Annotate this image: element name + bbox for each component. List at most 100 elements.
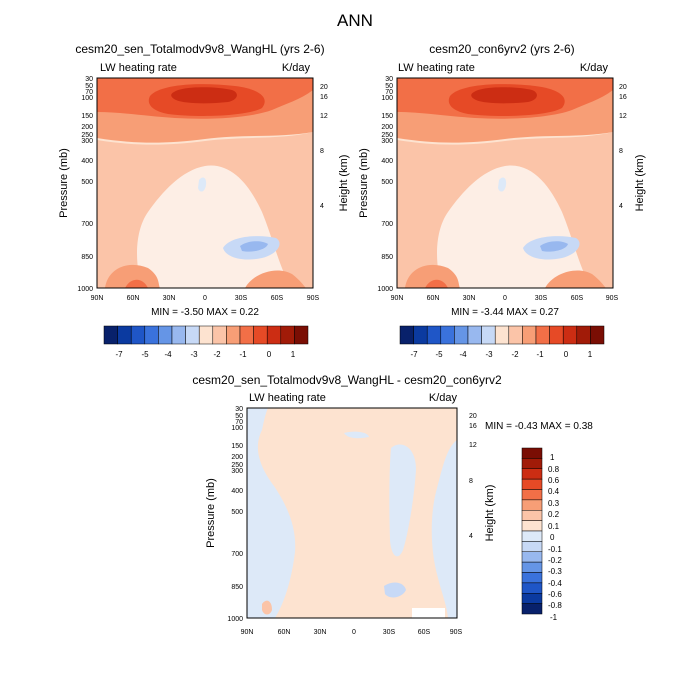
contour-negative-bottom [384, 582, 406, 598]
figure-title: ANN [337, 11, 373, 30]
colorbar-swatch [521, 478, 543, 490]
y-tick-label: 50 [385, 83, 393, 90]
y-tick-label: 200 [81, 124, 93, 131]
colorbar-swatch [253, 325, 268, 345]
panel-3-height-axis: 20 16 12 8 4 [469, 413, 477, 540]
panel-3-contour-field [247, 408, 457, 618]
panel-1-title: cesm20_sen_Totalmodv9v8_WangHL (yrs 2-6) [75, 42, 324, 56]
y-tick-label: 70 [85, 89, 93, 96]
colorbar-swatch [144, 325, 159, 345]
colorbar-label: -5 [435, 350, 443, 359]
colorbar-label: -2 [511, 350, 519, 359]
panel-2-title: cesm20_con6yrv2 (yrs 2-6) [429, 42, 574, 56]
colorbar-label: -0.1 [548, 545, 562, 554]
colorbar-swatch [521, 468, 543, 480]
x-tick-label: 90S [606, 295, 619, 302]
y-tick-label: 700 [231, 551, 243, 558]
panel-2-y2-axis-label: Height (km) [634, 155, 646, 212]
panel-2-contour-field [397, 78, 613, 288]
colorbar-swatch [521, 541, 543, 553]
colorbar-swatch [494, 325, 510, 345]
panel-2-colorbar-swatches [399, 325, 605, 345]
y-tick-label: 500 [231, 509, 243, 516]
colorbar-swatch [239, 325, 254, 345]
colorbar-label: 0 [550, 533, 555, 542]
colorbar-swatch [576, 325, 591, 345]
colorbar-label: -4 [164, 350, 172, 359]
y-tick-label: 30 [85, 76, 93, 83]
y-tick-label: 150 [231, 443, 243, 450]
contour-bottom-left-core [125, 279, 148, 288]
contour-negative-left [247, 408, 262, 470]
panel-3-colorbar-swatches [521, 447, 543, 615]
contour-tropical-min [498, 177, 507, 192]
colorbar-label: 0.4 [548, 487, 560, 496]
y-tick-label: 50 [85, 83, 93, 90]
colorbar-swatch [158, 325, 173, 345]
panel-3-colorbar: 1 0.8 0.6 0.4 0.3 0.2 0.1 0 -0.1 -0.2 -0… [521, 447, 562, 622]
colorbar-swatch [440, 325, 455, 345]
x-tick-label: 30S [535, 295, 548, 302]
y-tick-label: 700 [381, 221, 393, 228]
panel-3-min-max: MIN = -0.43 MAX = 0.38 [485, 421, 593, 432]
contour-bottom-left-core [425, 279, 448, 288]
colorbar-swatch [280, 325, 295, 345]
colorbar-swatch [521, 530, 543, 542]
panel-2-colorbar: -7 -5 -4 -3 -2 -1 0 1 [399, 325, 605, 359]
panel-3-variable-label: LW heating rate [249, 392, 326, 404]
y-tick-label: 300 [231, 468, 243, 475]
colorbar-label: 0 [267, 350, 272, 359]
y-tick-label: 150 [381, 113, 393, 120]
y-tick-label: 250 [231, 462, 243, 469]
colorbar-label: -0.4 [548, 579, 562, 588]
colorbar-swatch [521, 561, 543, 573]
x-tick-label: 90N [391, 295, 404, 302]
y-tick-label: 850 [231, 584, 243, 591]
panel-2-y-axis-label: Pressure (mb) [358, 148, 370, 218]
colorbar-label: 0.1 [548, 522, 560, 531]
contour-core-cooling [171, 87, 237, 104]
y-tick-label: 30 [385, 76, 393, 83]
colorbar-swatch [117, 325, 132, 345]
y-tick-label: 400 [231, 488, 243, 495]
colorbar-label: -7 [410, 350, 418, 359]
x-tick-label: 0 [203, 295, 207, 302]
panel-1-contour-field [97, 78, 313, 288]
height-tick-label: 12 [469, 442, 477, 449]
x-tick-label: 0 [503, 295, 507, 302]
panel-3-frame [246, 407, 458, 619]
colorbar-swatch [549, 325, 564, 345]
y-tick-label: 400 [381, 158, 393, 165]
panel-1-latitude-axis: 90N 60N 30N 0 30S 60S 90S [91, 295, 320, 302]
colorbar-swatch [522, 325, 537, 345]
contour-negative-core [240, 241, 268, 252]
panel-1-y-axis-label: Pressure (mb) [58, 148, 70, 218]
colorbar-swatch [467, 325, 482, 345]
y-tick-label: 100 [381, 95, 393, 102]
x-tick-label: 60S [418, 629, 431, 636]
colorbar-label: 0.8 [548, 465, 560, 474]
panel-2-frame [396, 77, 614, 289]
y-tick-label: 850 [81, 254, 93, 261]
y-tick-label: 200 [231, 454, 243, 461]
y-tick-label: 30 [235, 406, 243, 413]
y-tick-label: 100 [231, 425, 243, 432]
height-tick-label: 20 [469, 413, 477, 420]
colorbar-label: -5 [141, 350, 149, 359]
contour-tropical-min [198, 177, 207, 192]
contour-negative-core [540, 241, 568, 252]
y-tick-label: 250 [81, 132, 93, 139]
panel-3: cesm20_sen_Totalmodv9v8_WangHL - cesm20_… [192, 373, 593, 636]
colorbar-label: 1 [550, 453, 555, 462]
panel-2-variable-label: LW heating rate [398, 62, 475, 74]
colorbar-swatch [521, 510, 543, 521]
panel-1-colorbar: -7 -5 -4 -3 -2 -1 0 1 [103, 325, 309, 359]
panel-1-frame [96, 77, 314, 289]
colorbar-label: -2 [213, 350, 221, 359]
colorbar-swatch [521, 582, 543, 594]
y-tick-label: 1000 [77, 286, 93, 293]
x-tick-label: 90N [91, 295, 104, 302]
colorbar-swatch [226, 325, 241, 345]
height-tick-label: 12 [619, 113, 627, 120]
